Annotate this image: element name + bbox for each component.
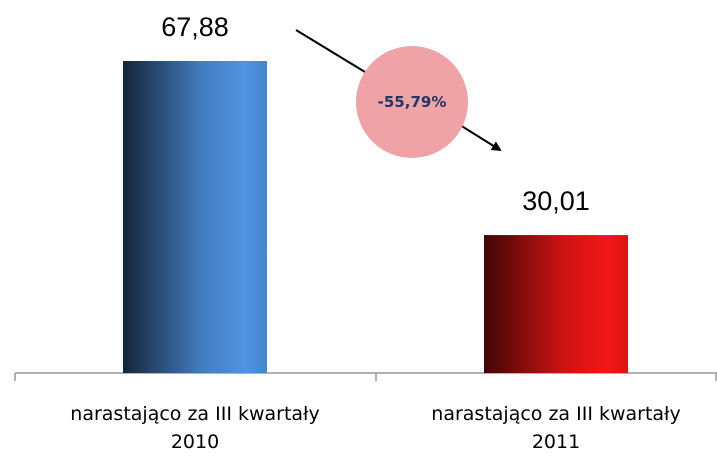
annotation: -55,79% [378,93,447,111]
value-label: 67,88 [161,12,229,42]
x-tick-label: narastająco za III kwartały 2011 [431,403,680,453]
value-label: 30,01 [522,186,590,216]
annotation-bubble [356,46,468,158]
bar [484,235,628,373]
x-tick-label: narastająco za III kwartały 2010 [70,403,319,453]
bar [123,61,267,373]
arrow-line [295,29,366,73]
